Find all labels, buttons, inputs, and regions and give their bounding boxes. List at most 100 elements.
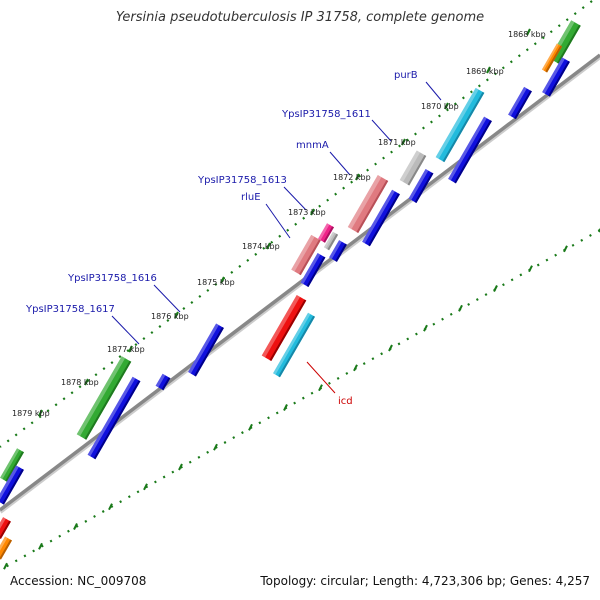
- feature-highlight: [347, 175, 382, 230]
- feature-block[interactable]: [174, 321, 238, 378]
- feature-edge: [407, 155, 427, 186]
- tick-label: 1876 kbp: [151, 312, 189, 321]
- feature-highlight: [542, 57, 565, 94]
- genome-summary-text: Topology: circular; Length: 4,723,306 bp…: [260, 574, 590, 588]
- feature-body: [155, 373, 171, 391]
- feature-shape: [508, 86, 532, 120]
- feature-shape: [329, 240, 347, 262]
- inner-tick-mark: [528, 265, 533, 273]
- feature-shape: [188, 323, 224, 377]
- feature-block[interactable]: [152, 371, 174, 392]
- feature-block[interactable]: [292, 251, 334, 289]
- feature-block[interactable]: [333, 172, 403, 236]
- tick-mark: [38, 409, 43, 417]
- feature-block[interactable]: [319, 230, 342, 252]
- tick-label: 1868 kbp: [508, 30, 546, 39]
- feature-block[interactable]: [314, 221, 339, 245]
- gene-label[interactable]: YpsIP31758_1611: [281, 109, 371, 120]
- feature-edge: [335, 243, 347, 262]
- gene-label[interactable]: mnmA: [296, 140, 329, 151]
- feature-highlight: [0, 448, 20, 480]
- feature-body: [87, 376, 141, 460]
- feature-blocks[interactable]: [0, 17, 592, 561]
- tick-mark: [266, 242, 271, 250]
- tick-label: 1873 kbp: [288, 208, 326, 217]
- feature-body: [261, 294, 307, 362]
- inner-tick-mark: [493, 285, 498, 292]
- gene-label[interactable]: rluE: [241, 192, 261, 203]
- feature-block[interactable]: [400, 167, 442, 205]
- feature-block[interactable]: [430, 114, 510, 185]
- feature-block[interactable]: [391, 148, 435, 188]
- inner-tick-mark: [318, 384, 323, 392]
- feature-block[interactable]: [0, 515, 16, 541]
- tick-mark: [174, 311, 179, 319]
- feature-body: [435, 87, 485, 163]
- gene-label[interactable]: purB: [394, 70, 418, 81]
- feature-edge: [84, 360, 132, 440]
- feature-shape: [155, 373, 171, 391]
- tick-label: 1875 kbp: [197, 278, 235, 287]
- feature-shape: [76, 356, 132, 440]
- feature-block[interactable]: [347, 188, 415, 249]
- feature-body: [0, 517, 11, 539]
- feature-shape: [435, 87, 485, 163]
- leader-line: [111, 315, 140, 345]
- feature-edge: [327, 233, 339, 251]
- feature-highlight: [188, 323, 219, 374]
- leader-line: [153, 284, 181, 313]
- tick-label: 1870 kbp: [421, 102, 459, 111]
- feature-edge: [548, 60, 570, 97]
- feature-shape: [542, 57, 570, 97]
- feature-shape: [273, 312, 315, 378]
- feature-edge: [299, 239, 321, 276]
- feature-block[interactable]: [532, 55, 580, 99]
- inner-tick-mark: [388, 344, 393, 352]
- tick-mark: [128, 345, 133, 353]
- feature-body: [323, 231, 339, 251]
- feature-shape: [261, 294, 307, 362]
- leader-line: [425, 81, 442, 101]
- feature-block[interactable]: [0, 534, 17, 561]
- map-title: Yersinia pseudotuberculosis IP 31758, co…: [115, 10, 485, 25]
- feature-highlight: [87, 376, 136, 457]
- feature-highlight: [508, 86, 527, 117]
- inner-tick-mark: [353, 364, 358, 372]
- feature-block[interactable]: [416, 85, 505, 164]
- gene-label[interactable]: YpsIP31758_1613: [197, 175, 287, 186]
- feature-shape: [448, 116, 492, 184]
- feature-block[interactable]: [256, 311, 333, 380]
- feature-shape: [323, 231, 339, 251]
- feature-block[interactable]: [324, 238, 352, 264]
- feature-highlight: [362, 189, 395, 244]
- feature-block[interactable]: [500, 85, 540, 122]
- tick-label: 1869 kbp: [466, 67, 504, 76]
- feature-block[interactable]: [0, 463, 34, 507]
- feature-body: [448, 116, 492, 184]
- feature-block[interactable]: [65, 375, 163, 462]
- feature-block[interactable]: [54, 354, 154, 443]
- feature-edge: [194, 327, 224, 377]
- inner-tick-mark: [213, 443, 218, 451]
- gene-label[interactable]: icd: [338, 396, 353, 407]
- gene-labels[interactable]: purB YpsIP31758_1611 mnmA YpsIP31758_1613rl…: [25, 70, 418, 407]
- feature-block[interactable]: [281, 232, 331, 278]
- feature-highlight: [541, 43, 559, 71]
- feature-body: [300, 253, 326, 287]
- feature-body: [76, 356, 132, 440]
- feature-edge: [557, 24, 581, 64]
- feature-highlight: [0, 465, 19, 502]
- feature-block[interactable]: [0, 446, 32, 483]
- feature-shape: [87, 376, 141, 460]
- feature-highlight: [300, 253, 321, 285]
- gene-label[interactable]: YpsIP31758_1616: [67, 273, 157, 284]
- feature-body: [0, 536, 12, 560]
- feature-body: [542, 57, 570, 97]
- feature-highlight: [0, 517, 6, 536]
- feature-block[interactable]: [244, 292, 324, 364]
- feature-block[interactable]: [534, 42, 569, 74]
- tick-mark: [526, 28, 531, 36]
- feature-body: [291, 234, 321, 276]
- gene-label[interactable]: YpsIP31758_1617: [25, 304, 115, 315]
